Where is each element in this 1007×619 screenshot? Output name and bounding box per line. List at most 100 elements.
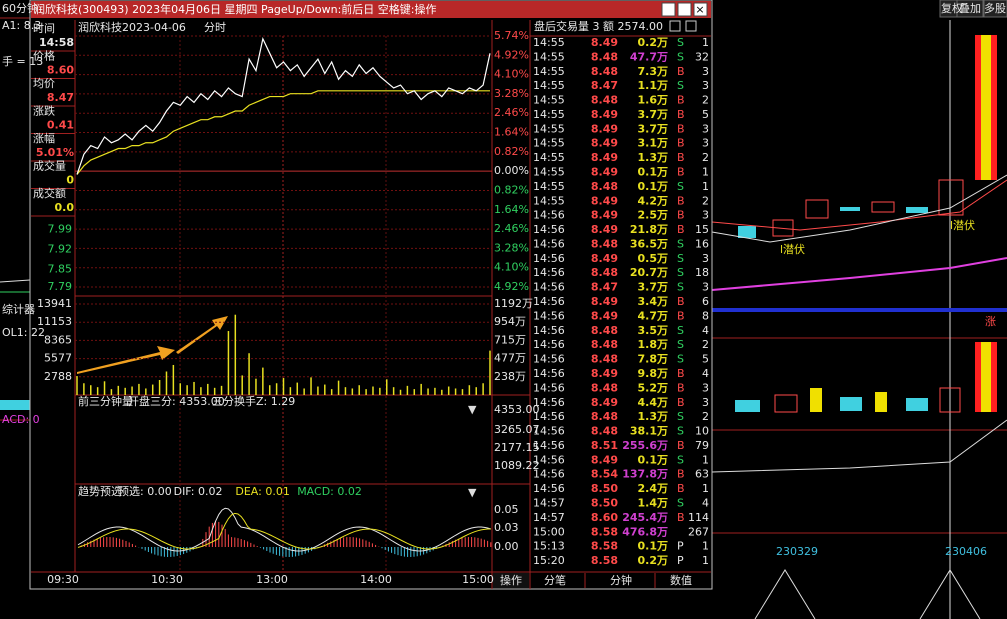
trade-side: B xyxy=(677,209,685,222)
macd-tick-label: 0.03 xyxy=(494,521,519,534)
trade-volume: 3.7万 xyxy=(638,281,669,294)
trade-time: 14:55 xyxy=(533,137,565,150)
trade-volume: 4.4万 xyxy=(638,396,669,409)
trade-side: B xyxy=(677,439,685,452)
trade-count: 114 xyxy=(688,511,709,524)
trade-price: 8.47 xyxy=(591,281,618,294)
tab-label[interactable]: 数值 xyxy=(670,574,692,587)
pct-tick-label: 0.82% xyxy=(494,145,529,158)
trade-side: B xyxy=(677,194,685,207)
trade-price: 8.48 xyxy=(591,353,618,366)
trade-count: 1 xyxy=(702,36,709,49)
trade-volume: 0.1万 xyxy=(638,540,669,553)
vol-tick-label-right: 715万 xyxy=(494,333,526,346)
trade-count: 1 xyxy=(702,180,709,193)
tab-label[interactable]: 分笔 xyxy=(544,573,566,587)
info-value: 8.60 xyxy=(47,64,74,77)
vol-bar xyxy=(875,392,887,412)
panel-button[interactable] xyxy=(685,20,697,32)
trade-volume: 0.2万 xyxy=(638,554,669,567)
trade-count: 2 xyxy=(702,410,709,423)
trade-price: 8.48 xyxy=(591,381,618,394)
vol-tick-label: 11153 xyxy=(37,315,72,328)
trade-side: B xyxy=(677,309,685,322)
vol-tick-label: 8365 xyxy=(44,333,72,346)
trade-side: S xyxy=(677,237,684,250)
trade-count: 63 xyxy=(695,468,709,481)
trade-volume: 21.8万 xyxy=(630,223,668,236)
trade-side: B xyxy=(677,295,685,308)
dea-line xyxy=(77,512,491,550)
trade-time: 14:56 xyxy=(533,295,565,308)
trade-time: 15:13 xyxy=(533,540,565,553)
indicator-text: 三分换手Z: 1.29 xyxy=(212,394,295,408)
maximize-button[interactable] xyxy=(677,2,692,17)
trade-volume: 1.1万 xyxy=(638,79,669,92)
pct-tick-label: 3.28% xyxy=(494,241,529,254)
vol-bar xyxy=(0,400,30,410)
title-bar xyxy=(31,1,711,18)
close-button[interactable] xyxy=(693,2,708,17)
left-strip xyxy=(0,17,31,421)
chart-date: 2023-04-06 xyxy=(122,21,186,34)
trade-side: B xyxy=(677,94,685,107)
trade-price: 8.48 xyxy=(591,425,618,438)
trade-volume: 1.3万 xyxy=(638,151,669,164)
toolbar-label[interactable]: 复权 xyxy=(941,1,963,15)
trade-count: 16 xyxy=(695,237,709,250)
vol-bar xyxy=(906,398,928,411)
avg-line xyxy=(76,90,490,175)
trade-volume: 4.7万 xyxy=(638,309,669,322)
toolbar-button[interactable] xyxy=(956,0,984,18)
trade-volume: 0.5万 xyxy=(638,252,669,265)
trade-price: 8.48 xyxy=(591,65,618,78)
action-button[interactable] xyxy=(493,573,529,588)
panel-menu[interactable]: ▼ xyxy=(468,486,477,499)
trade-price: 8.49 xyxy=(591,396,618,409)
panel-menu[interactable]: ▼ xyxy=(468,403,477,416)
indicator-title: 前三分钟量 xyxy=(78,394,133,408)
trade-side: B xyxy=(677,381,685,394)
toolbar-button[interactable] xyxy=(983,0,1007,18)
info-value: 8.47 xyxy=(47,91,74,104)
trade-count: 2 xyxy=(702,94,709,107)
trade-price: 8.49 xyxy=(591,137,618,150)
panel-button[interactable] xyxy=(669,20,681,32)
vol-bar xyxy=(735,400,760,412)
window-frame xyxy=(29,0,713,590)
trade-side: B xyxy=(677,396,685,409)
trade-side: B xyxy=(677,65,685,78)
toolbar-label[interactable]: 多股 xyxy=(984,1,1006,15)
price-tick-label: 7.92 xyxy=(48,242,73,255)
trade-time: 14:56 xyxy=(533,396,565,409)
info-value: 0.0 xyxy=(55,201,75,214)
vol-bar xyxy=(840,397,862,411)
trade-time: 14:56 xyxy=(533,324,565,337)
info-label: 价格 xyxy=(33,49,55,63)
annotation: l潜伏 xyxy=(950,218,975,232)
trade-count: 3 xyxy=(702,396,709,409)
trade-volume: 245.4万 xyxy=(622,511,668,524)
price-tick-label: 7.79 xyxy=(48,280,73,293)
tab-label[interactable]: 分钟 xyxy=(610,573,632,587)
minimize-button[interactable] xyxy=(661,2,676,17)
close-icon[interactable]: × xyxy=(695,3,704,16)
trade-price: 8.49 xyxy=(591,194,618,207)
candle xyxy=(981,35,991,180)
time-tick-label: 09:30 xyxy=(47,573,79,586)
window-title: 润欣科技(300493) 2023年04月06日 星期四 PageUp/Down… xyxy=(34,2,437,16)
candle xyxy=(938,179,964,216)
left-label: 手 = 13 xyxy=(2,54,43,68)
trade-time: 15:00 xyxy=(533,525,565,538)
trade-price: 8.48 xyxy=(591,180,618,193)
trade-side: S xyxy=(677,338,684,351)
action-button-label[interactable]: 操作 xyxy=(500,573,522,587)
trade-time: 14:55 xyxy=(533,180,565,193)
indicator-tick-label: 2177.15 xyxy=(494,441,540,454)
trade-side: B xyxy=(677,482,685,495)
trade-count: 3 xyxy=(702,252,709,265)
trade-price: 8.48 xyxy=(591,237,618,250)
vol-tick-label-right: 1192万 xyxy=(494,297,533,310)
toolbar-label[interactable]: 叠加 xyxy=(959,2,981,15)
price-tick-label: 7.99 xyxy=(48,222,73,235)
